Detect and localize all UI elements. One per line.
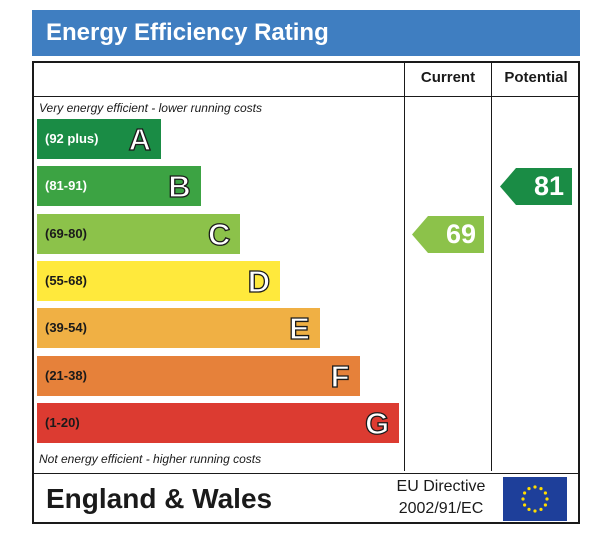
current-column-header: Current xyxy=(420,69,476,86)
band-d: (55-68) D xyxy=(37,260,281,301)
inefficient-note: Not energy efficient - higher running co… xyxy=(39,452,262,466)
band-letter: A xyxy=(128,121,152,157)
band-c: (69-80) C xyxy=(37,213,241,254)
directive-line-2: 2002/91/EC xyxy=(398,500,484,517)
potential-column-header: Potential xyxy=(504,69,568,86)
divider-current xyxy=(404,63,405,471)
chart-title: Energy Efficiency Rating xyxy=(46,19,329,46)
title-bar: Energy Efficiency Rating xyxy=(32,10,580,56)
rating-frame: Current Potential Very energy efficient … xyxy=(32,61,580,524)
band-g: (1-20) G xyxy=(37,402,400,443)
band-range-label: (55-68) xyxy=(45,272,87,288)
band-letter: E xyxy=(288,311,310,347)
band-a: (92 plus) A xyxy=(37,119,161,159)
band-letter: G xyxy=(364,405,390,441)
efficient-note: Very energy efficient - lower running co… xyxy=(39,101,262,115)
band-f: (21-38) F xyxy=(37,355,360,396)
footer-divider xyxy=(34,473,578,474)
band-range-label: (1-20) xyxy=(45,414,80,430)
band-letter: B xyxy=(168,169,192,205)
current-rating-pointer-value: 69 xyxy=(445,218,476,249)
band-range-label: (81-91) xyxy=(45,178,87,194)
potential-rating-pointer: 81 xyxy=(500,168,572,206)
band-range-label: (39-54) xyxy=(45,320,87,336)
band-range-label: (92 plus) xyxy=(45,131,99,146)
band-b: (81-91) B xyxy=(37,166,201,207)
band-range-label: (21-38) xyxy=(45,367,87,383)
directive-line-1: EU Directive xyxy=(396,478,486,495)
divider-potential xyxy=(491,63,492,471)
band-e: (39-54) E xyxy=(37,308,320,349)
current-rating-pointer: 69 xyxy=(412,215,484,253)
header-divider xyxy=(34,96,578,97)
eu-flag-icon xyxy=(503,477,567,521)
band-letter: C xyxy=(207,216,231,252)
band-letter: F xyxy=(330,358,350,394)
region-label: England & Wales xyxy=(46,483,273,514)
band-letter: D xyxy=(247,263,271,299)
band-range-label: (69-80) xyxy=(45,225,87,241)
eu-directive: EU Directive 2002/91/EC xyxy=(386,476,496,520)
potential-rating-pointer-value: 81 xyxy=(533,171,564,202)
